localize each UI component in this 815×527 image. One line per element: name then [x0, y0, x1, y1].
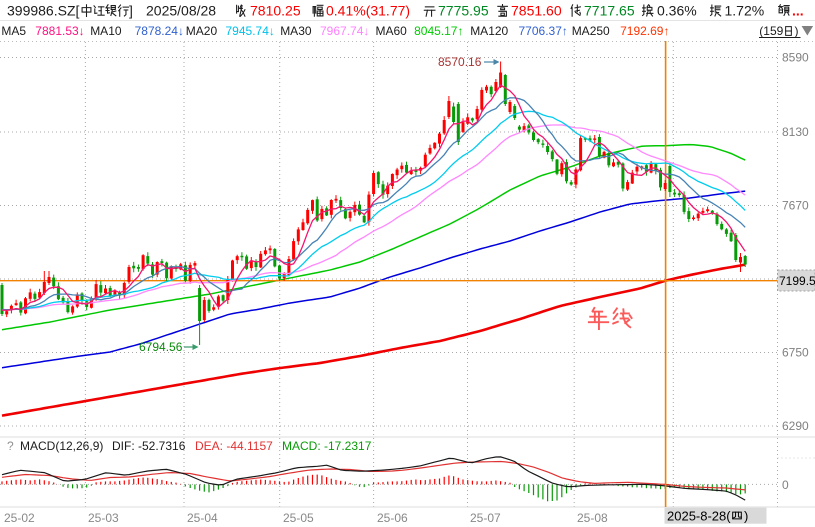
svg-text:7967.74↓: 7967.74↓: [320, 24, 369, 38]
svg-text:MACD(12,26,9): MACD(12,26,9): [20, 439, 103, 453]
svg-text:25-08: 25-08: [577, 511, 608, 525]
svg-text:...: ...: [792, 3, 804, 19]
svg-text:): ): [795, 24, 799, 38]
svg-text:0.36%: 0.36%: [657, 3, 697, 19]
svg-text:7192.69↑: 7192.69↑: [620, 24, 669, 38]
svg-text:MA5: MA5: [1, 24, 26, 38]
svg-text:25-06: 25-06: [377, 511, 408, 525]
svg-text:2025/08/28: 2025/08/28: [146, 3, 216, 19]
svg-text:7878.24↓: 7878.24↓: [135, 24, 184, 38]
svg-text:1.72%: 1.72%: [725, 3, 765, 19]
svg-text:25-07: 25-07: [470, 511, 501, 525]
svg-text:7775.95: 7775.95: [438, 3, 489, 19]
svg-text:6750: 6750: [782, 346, 809, 360]
svg-text:DEA: -44.1157: DEA: -44.1157: [195, 439, 273, 453]
svg-text:7945.74↓: 7945.74↓: [226, 24, 275, 38]
svg-text:0: 0: [782, 478, 789, 492]
svg-text:?: ?: [7, 439, 14, 453]
svg-text:(159: (159: [759, 24, 783, 38]
svg-text:MA250: MA250: [572, 24, 610, 38]
svg-text:6290: 6290: [782, 419, 809, 433]
svg-text:MACD: -17.2317: MACD: -17.2317: [282, 439, 372, 453]
svg-text:MA60: MA60: [376, 24, 408, 38]
svg-text:25-04: 25-04: [187, 511, 218, 525]
svg-text:7706.37↑: 7706.37↑: [519, 24, 568, 38]
svg-text:7851.60: 7851.60: [511, 3, 562, 19]
svg-text:MA10: MA10: [90, 24, 122, 38]
svg-text:8570.16: 8570.16: [438, 55, 482, 69]
svg-text:0.41%(31.77): 0.41%(31.77): [326, 3, 410, 19]
svg-text:7717.65: 7717.65: [584, 3, 635, 19]
svg-text:): ): [744, 509, 748, 524]
svg-text:6794.56: 6794.56: [139, 340, 183, 354]
svg-text:]: ]: [129, 3, 133, 19]
svg-text:8590: 8590: [782, 51, 809, 65]
svg-text:MA30: MA30: [280, 24, 312, 38]
svg-text:MA20: MA20: [186, 24, 218, 38]
svg-text:7881.53↓: 7881.53↓: [35, 24, 84, 38]
svg-text:8130: 8130: [782, 125, 809, 139]
svg-text:399986.SZ[: 399986.SZ[: [7, 3, 79, 19]
svg-text:7670: 7670: [782, 199, 809, 213]
svg-text:7810.25: 7810.25: [250, 3, 301, 19]
svg-text:25-03: 25-03: [88, 511, 119, 525]
svg-text:2025-8-28(: 2025-8-28(: [667, 509, 731, 524]
svg-text:25-05: 25-05: [283, 511, 314, 525]
svg-text:25-02: 25-02: [4, 511, 35, 525]
svg-text:DIF: -52.7316: DIF: -52.7316: [112, 439, 186, 453]
svg-text:MA120: MA120: [470, 24, 508, 38]
svg-text:8045.17↑: 8045.17↑: [414, 24, 463, 38]
svg-text:7199.5: 7199.5: [779, 274, 815, 288]
